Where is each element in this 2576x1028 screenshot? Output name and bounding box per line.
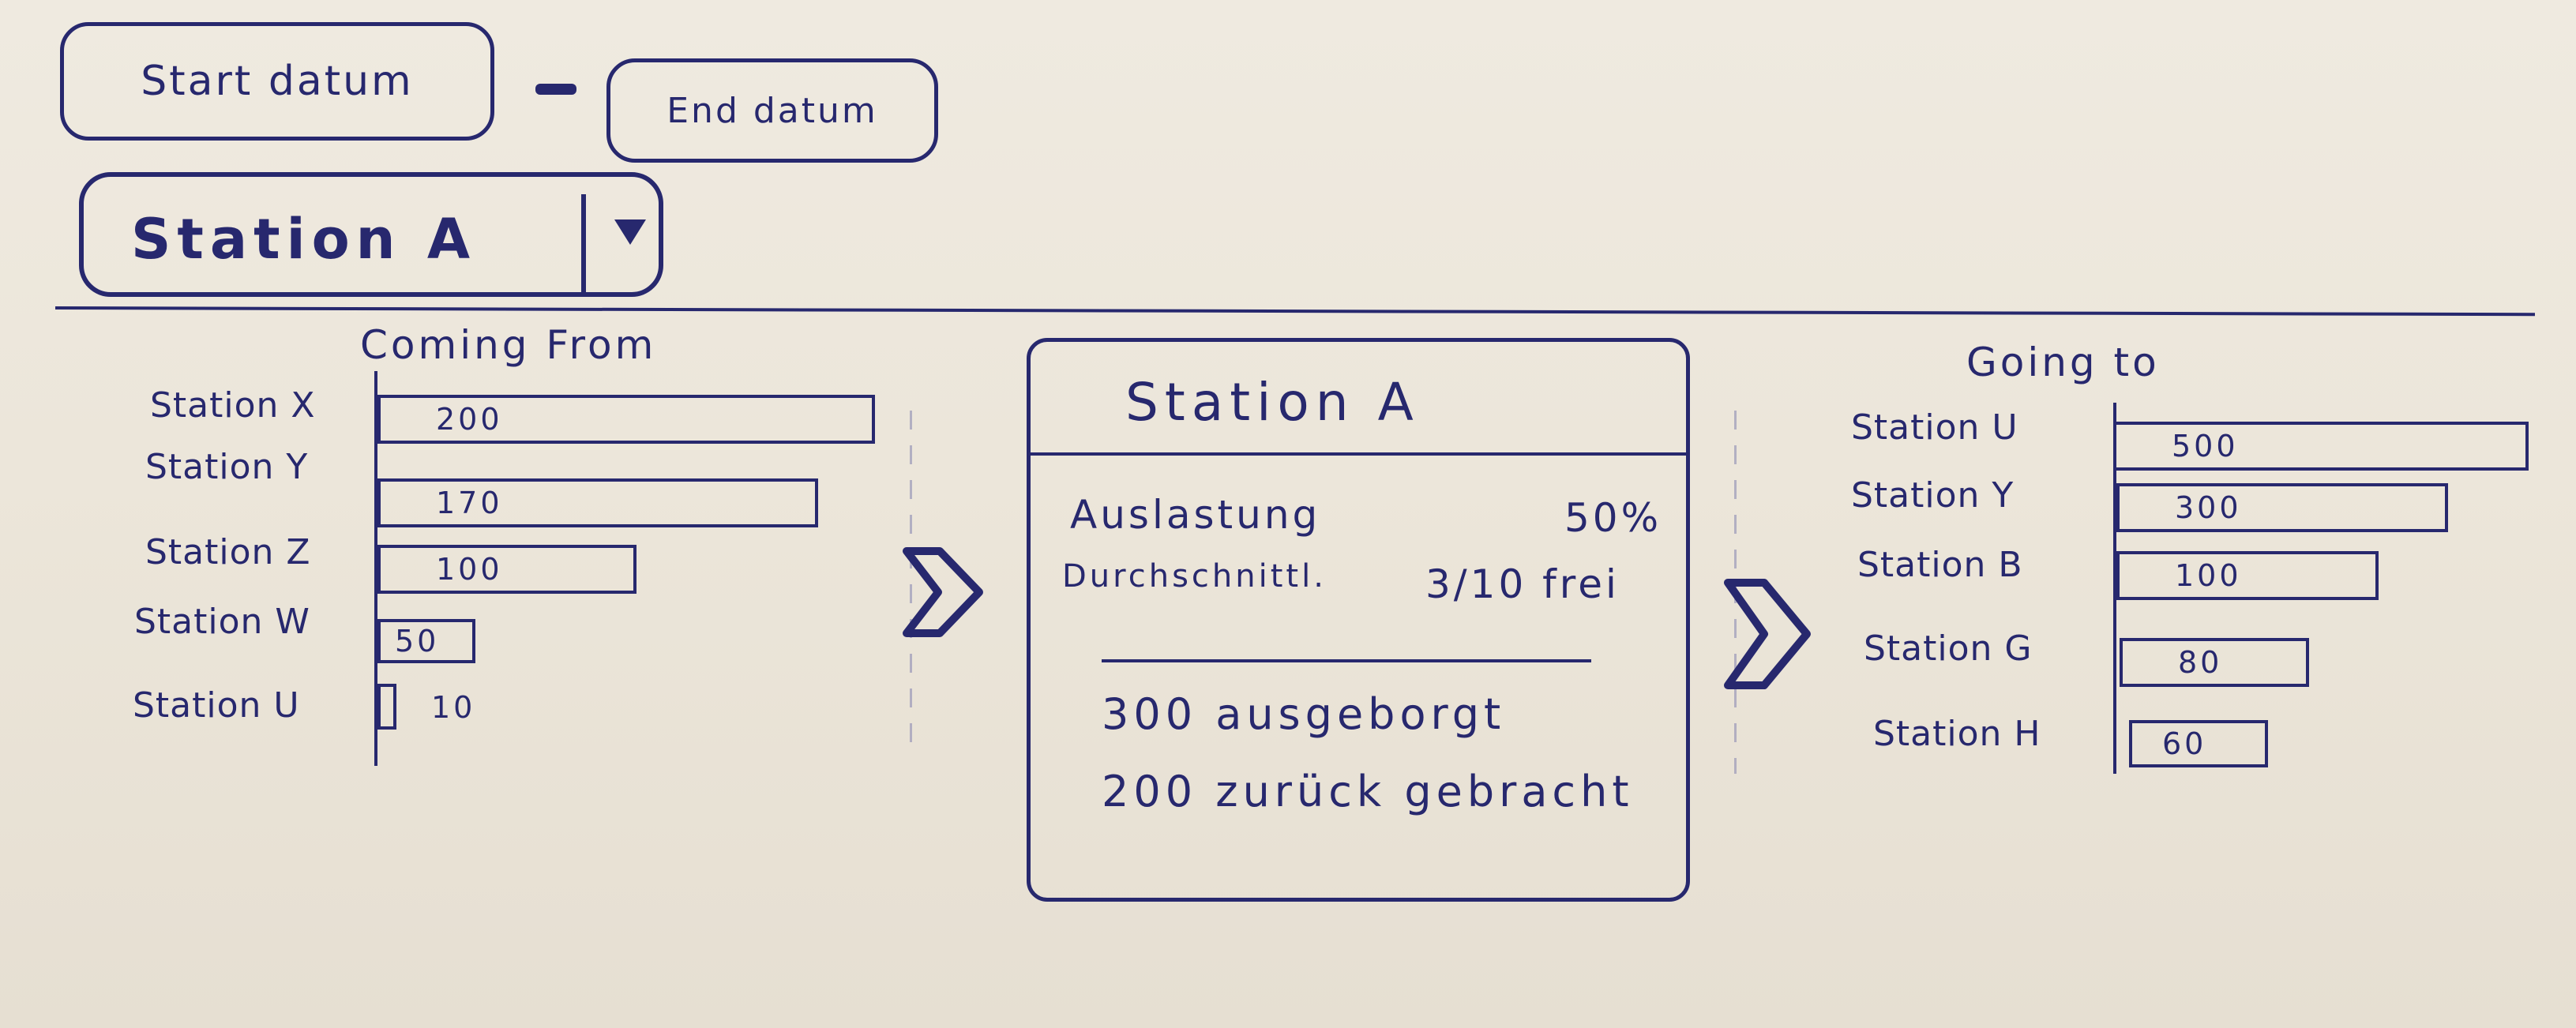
guide-line	[910, 411, 912, 742]
coming-from-bar[interactable]: 50	[377, 619, 475, 663]
coming-from-label: Station Y	[145, 447, 309, 487]
auslastung-label: Auslastung	[1070, 492, 1321, 538]
chevron-right-icon	[900, 545, 987, 643]
auslastung-value: 50%	[1564, 495, 1662, 541]
date-range-dash	[535, 84, 576, 95]
going-to-bar[interactable]: 80	[2120, 638, 2309, 687]
going-to-bar[interactable]: 100	[2116, 551, 2379, 600]
coming-from-bar-value: 170	[436, 486, 503, 520]
end-date-label: End datum	[667, 90, 878, 131]
coming-from-bar-value: 200	[436, 402, 503, 437]
coming-from-bar[interactable]: 200	[377, 395, 875, 444]
dropdown-triangle-icon[interactable]	[599, 201, 662, 264]
zurueck-stat: 200 zurück gebracht	[1102, 767, 1634, 816]
select-divider	[581, 194, 586, 292]
going-to-bar-value: 100	[2175, 558, 2242, 593]
going-to-bar-value: 60	[2162, 726, 2207, 761]
coming-from-label: Station U	[133, 685, 300, 726]
chevron-right-icon	[1720, 575, 1815, 696]
coming-from-bar-value: 50	[395, 624, 440, 658]
end-date-field[interactable]: End datum	[606, 58, 938, 163]
start-date-label: Start datum	[141, 58, 414, 105]
card-inner-divider	[1102, 659, 1591, 662]
going-to-label: Station G	[1864, 628, 2033, 669]
divider-line	[54, 306, 2535, 317]
going-to-bar[interactable]: 500	[2113, 422, 2529, 471]
card-divider	[1031, 452, 1686, 456]
going-to-title: Going to	[1966, 340, 2160, 385]
coming-from-bar[interactable]	[377, 684, 396, 730]
going-to-label: Station U	[1851, 407, 2018, 448]
ausgeborgt-stat: 300 ausgeborgt	[1102, 689, 1506, 739]
coming-from-title: Coming From	[360, 322, 657, 368]
coming-from-bar[interactable]: 170	[377, 478, 818, 527]
going-to-bar-value: 300	[2175, 490, 2242, 525]
going-to-bar-value: 500	[2172, 429, 2239, 463]
going-to-bar-value: 80	[2178, 645, 2223, 680]
coming-from-axis	[374, 371, 377, 766]
durchschnitt-value: 3/10 frei	[1425, 561, 1620, 607]
coming-from-label: Station Z	[145, 532, 311, 572]
coming-from-label: Station X	[150, 385, 316, 426]
durchschnitt-label: Durchschnittl.	[1062, 558, 1327, 595]
going-to-axis	[2113, 403, 2116, 774]
going-to-label: Station B	[1857, 545, 2023, 585]
coming-from-bar-value: 10	[431, 690, 476, 725]
going-to-label: Station H	[1873, 714, 2041, 754]
station-summary-card: Station A Auslastung 50% Durchschnittl. …	[1027, 338, 1690, 902]
going-to-bar[interactable]: 300	[2116, 483, 2448, 532]
coming-from-bar-value: 100	[436, 552, 503, 587]
station-select[interactable]: Station A	[79, 172, 663, 297]
station-select-value: Station A	[131, 207, 477, 272]
coming-from-label: Station W	[134, 602, 310, 642]
coming-from-bar[interactable]: 100	[377, 545, 636, 594]
station-card-title: Station A	[1125, 372, 1420, 433]
going-to-bar[interactable]: 60	[2129, 720, 2268, 767]
start-date-field[interactable]: Start datum	[60, 22, 494, 141]
going-to-label: Station Y	[1851, 475, 2015, 516]
